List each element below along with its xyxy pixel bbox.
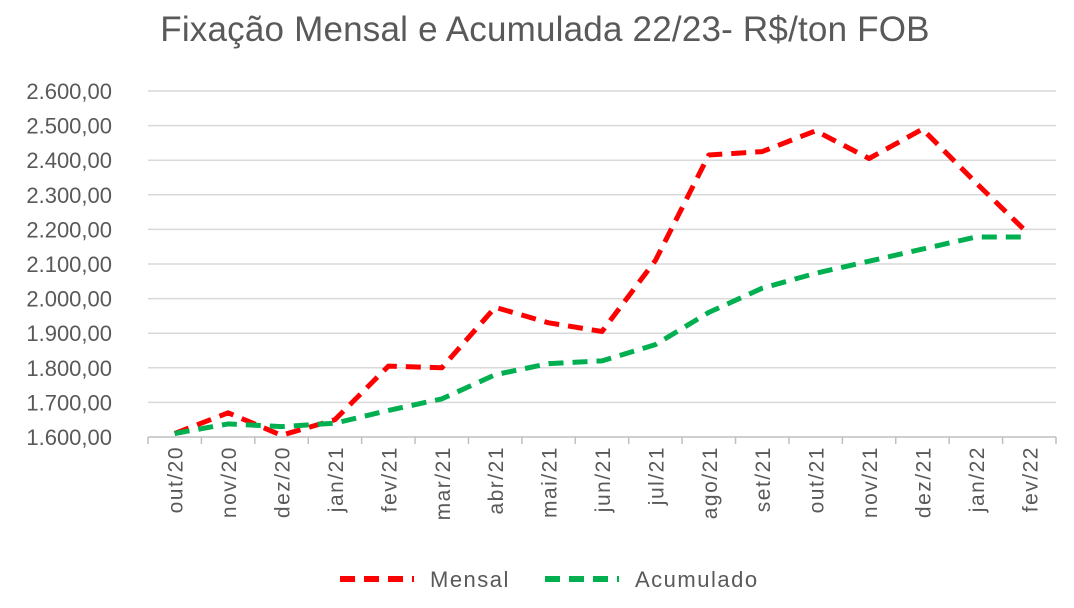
y-tick-label: 2.100,00 <box>26 252 112 277</box>
y-tick-label: 2.600,00 <box>26 79 112 104</box>
y-tick-label: 2.200,00 <box>26 217 112 242</box>
x-tick-label: fev/22 <box>1019 446 1042 512</box>
legend-label-mensal: Mensal <box>430 567 510 592</box>
x-tick-label: nov/20 <box>218 446 241 518</box>
x-tick-label: dez/20 <box>272 446 295 518</box>
x-tick-label: jul/21 <box>645 446 668 506</box>
x-tick-label: dez/21 <box>912 446 935 518</box>
x-tick-label: out/20 <box>165 446 188 513</box>
y-tick-label: 1.800,00 <box>26 356 112 381</box>
x-tick-label: set/21 <box>752 446 775 512</box>
x-tick-label: abr/21 <box>485 446 508 515</box>
x-tick-label: ago/21 <box>699 446 722 519</box>
series-line-mensal <box>173 126 1032 438</box>
y-tick-label: 1.700,00 <box>26 390 112 415</box>
x-tick-label: jun/21 <box>592 446 615 513</box>
series-line-acumulado <box>174 234 1030 436</box>
x-tick-label: mai/21 <box>539 446 562 518</box>
x-tick-label: out/21 <box>806 446 829 513</box>
y-tick-label: 2.400,00 <box>26 148 112 173</box>
x-tick-label: jan/21 <box>325 446 348 513</box>
x-tick-label: nov/21 <box>859 446 882 518</box>
y-tick-label: 2.000,00 <box>26 287 112 312</box>
legend-label-acumulado: Acumulado <box>635 567 759 592</box>
y-tick-label: 2.300,00 <box>26 183 112 208</box>
y-tick-label: 1.600,00 <box>26 425 112 450</box>
chart-title: Fixação Mensal e Acumulada 22/23- R$/ton… <box>160 10 930 49</box>
x-tick-label: fev/21 <box>378 446 401 512</box>
x-tick-label: jan/22 <box>966 446 989 513</box>
y-tick-label: 1.900,00 <box>26 321 112 346</box>
x-tick-label: mar/21 <box>432 446 455 520</box>
y-tick-label: 2.500,00 <box>26 114 112 139</box>
